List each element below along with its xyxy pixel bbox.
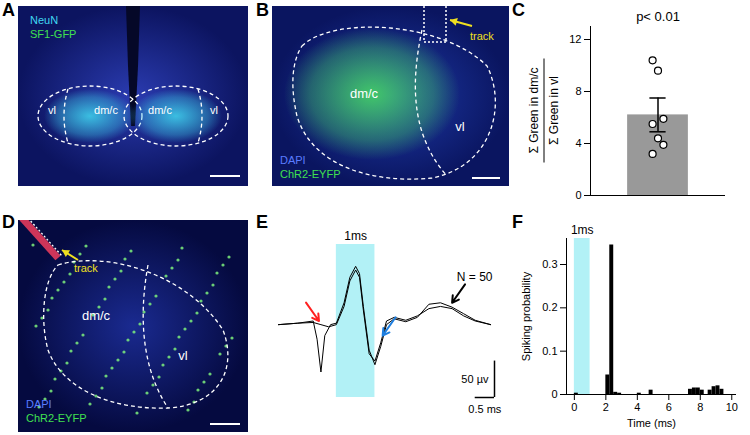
svg-text:12: 12 (569, 33, 581, 45)
svg-text:N = 50: N = 50 (457, 270, 493, 284)
svg-text:0.2: 0.2 (542, 301, 557, 313)
svg-text:50 µv: 50 µv (461, 373, 489, 385)
svg-text:DAPI: DAPI (280, 154, 306, 166)
svg-text:vl: vl (210, 104, 218, 116)
svg-text:track: track (74, 262, 98, 274)
svg-text:8: 8 (697, 401, 703, 413)
svg-text:track: track (470, 30, 494, 42)
svg-text:vl: vl (48, 104, 56, 116)
svg-text:0: 0 (551, 388, 557, 400)
svg-text:0: 0 (571, 401, 577, 413)
html-text:F: F (512, 212, 523, 232)
svg-text:0.5 ms: 0.5 ms (468, 403, 502, 415)
svg-text:4: 4 (575, 137, 581, 149)
svg-text:dm/c: dm/c (94, 104, 118, 116)
svg-text:NeuN: NeuN (30, 14, 58, 26)
svg-text:0.1: 0.1 (542, 345, 557, 357)
html-text:B: B (256, 0, 269, 20)
html-text:E: E (256, 212, 268, 232)
svg-text:p< 0.01: p< 0.01 (636, 9, 680, 24)
html-text:A: A (2, 0, 15, 20)
svg-text:1ms: 1ms (344, 229, 367, 243)
svg-text:1ms: 1ms (571, 223, 594, 237)
svg-text:Time (ms): Time (ms) (627, 417, 676, 429)
svg-text:vl: vl (455, 119, 465, 134)
svg-text:dm/c: dm/c (82, 308, 111, 323)
svg-text:Spiking probability: Spiking probability (520, 271, 532, 361)
svg-text:ChR2-EYFP: ChR2-EYFP (26, 412, 87, 424)
svg-text:dm/c: dm/c (148, 104, 172, 116)
html-text:C: C (512, 0, 525, 20)
svg-text:8: 8 (575, 85, 581, 97)
svg-text:Σ Green in vl: Σ Green in vl (547, 76, 561, 145)
svg-text:Σ Green in dm/c: Σ Green in dm/c (527, 67, 541, 153)
svg-text:0: 0 (575, 189, 581, 201)
svg-text:0.3: 0.3 (542, 258, 557, 270)
html-text:D: D (2, 212, 15, 232)
svg-text:vl: vl (178, 348, 188, 363)
svg-text:10: 10 (726, 401, 738, 413)
svg-text:2: 2 (603, 401, 609, 413)
svg-text:6: 6 (666, 401, 672, 413)
svg-text:4: 4 (634, 401, 640, 413)
svg-text:dm/c: dm/c (350, 86, 379, 101)
svg-text:SF1-GFP: SF1-GFP (30, 28, 76, 40)
svg-text:ChR2-EYFP: ChR2-EYFP (280, 168, 341, 180)
svg-text:DAPI: DAPI (26, 398, 52, 410)
